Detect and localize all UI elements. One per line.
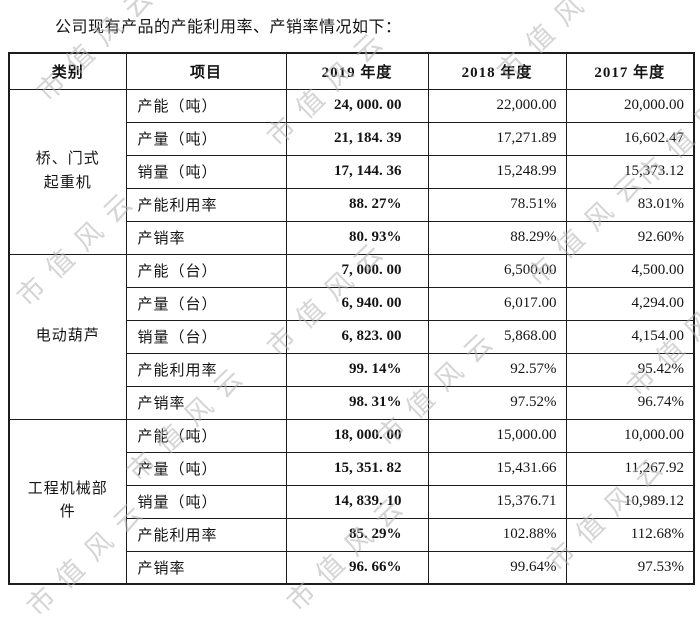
value-2018: 5,868.00 <box>427 319 567 354</box>
value-2018: 15,431.66 <box>427 451 567 486</box>
value-2018: 15,000.00 <box>427 418 567 453</box>
value-2017: 112.68% <box>565 517 695 552</box>
item-cell: 产能（台） <box>125 253 287 288</box>
value-2019: 98. 31% <box>285 385 429 420</box>
item-cell: 销量（台） <box>125 319 287 354</box>
value-2019: 85. 29% <box>285 517 429 552</box>
category-cell-machinery-parts: 工程机械部 件 <box>8 418 127 585</box>
col-header-2019: 2019 年度 <box>285 52 429 90</box>
value-2017: 10,989.12 <box>565 484 695 519</box>
value-2017: 83.01% <box>565 187 695 222</box>
value-2017: 4,294.00 <box>565 286 695 321</box>
value-2018: 15,248.99 <box>427 154 567 189</box>
table-row: 产能利用率 99. 14% 92.57% 95.42% <box>9 352 695 387</box>
value-2017: 96.74% <box>565 385 695 420</box>
value-2018: 17,271.89 <box>427 121 567 156</box>
value-2019: 7, 000. 00 <box>285 253 429 288</box>
value-2019: 24, 000. 00 <box>285 88 429 123</box>
value-2017: 97.53% <box>565 550 695 585</box>
item-cell: 产能利用率 <box>125 517 287 552</box>
item-cell: 产销率 <box>125 220 287 255</box>
value-2017: 20,000.00 <box>565 88 695 123</box>
item-cell: 销量（吨） <box>125 484 287 519</box>
value-2017: 4,500.00 <box>565 253 695 288</box>
item-cell: 产量（吨） <box>125 121 287 156</box>
value-2018: 88.29% <box>427 220 567 255</box>
doc-title: 公司现有产品的产能利用率、产销率情况如下： <box>55 19 402 36</box>
table-row: 产量（台） 6, 940. 00 6,017.00 4,294.00 <box>9 286 695 321</box>
item-cell: 销量（吨） <box>125 154 287 189</box>
value-2018: 15,376.71 <box>427 484 567 519</box>
value-2019: 6, 940. 00 <box>285 286 429 321</box>
item-cell: 产能（吨） <box>125 418 287 453</box>
item-cell: 产量（台） <box>125 286 287 321</box>
value-2019: 99. 14% <box>285 352 429 387</box>
table-row: 产销率 98. 31% 97.52% 96.74% <box>9 385 695 420</box>
value-2017: 16,602.47 <box>565 121 695 156</box>
table-row: 产销率 96. 66% 99.64% 97.53% <box>9 550 695 585</box>
item-cell: 产能利用率 <box>125 352 287 387</box>
table-row: 工程机械部 件 产能（吨） 18, 000. 00 15,000.00 10,0… <box>8 418 695 585</box>
value-2019: 14, 839. 10 <box>285 484 429 519</box>
value-2017: 4,154.00 <box>565 319 695 354</box>
category-cell-cranes: 桥、门式 起重机 <box>8 88 127 255</box>
value-2017: 15,373.12 <box>565 154 695 189</box>
table-row: 产销率 80. 93% 88.29% 92.60% <box>9 220 695 255</box>
value-2019: 15, 351. 82 <box>285 451 429 486</box>
item-cell: 产量（吨） <box>125 451 287 486</box>
table-row: 产能利用率 85. 29% 102.88% 112.68% <box>9 517 695 552</box>
value-2019: 18, 000. 00 <box>285 418 429 453</box>
item-cell: 产销率 <box>125 385 287 420</box>
value-2019: 80. 93% <box>285 220 429 255</box>
col-header-category: 类别 <box>8 52 127 90</box>
value-2018: 22,000.00 <box>427 88 567 123</box>
col-header-2018: 2018 年度 <box>427 52 567 90</box>
table-row: 桥、门式 起重机 产能（吨） 24, 000. 00 22,000.00 20,… <box>8 88 695 255</box>
col-header-2017: 2017 年度 <box>565 52 695 90</box>
value-2018: 97.52% <box>427 385 567 420</box>
document-page: 公司现有产品的产能利用率、产销率情况如下： 类别 项目 2019 年度 2018… <box>8 0 700 622</box>
value-2019: 96. 66% <box>285 550 429 585</box>
value-2019: 17, 144. 36 <box>285 154 429 189</box>
value-2019: 6, 823. 00 <box>285 319 429 354</box>
value-2019: 21, 184. 39 <box>285 121 429 156</box>
category-cell-hoists: 电动葫芦 <box>8 253 127 420</box>
value-2017: 92.60% <box>565 220 695 255</box>
item-cell: 产能（吨） <box>125 88 287 123</box>
col-header-item: 项目 <box>125 52 287 90</box>
value-2018: 78.51% <box>427 187 567 222</box>
table-row: 销量（台） 6, 823. 00 5,868.00 4,154.00 <box>9 319 695 354</box>
value-2018: 99.64% <box>427 550 567 585</box>
value-2018: 6,500.00 <box>427 253 567 288</box>
table-row: 产能利用率 88. 27% 78.51% 83.01% <box>9 187 695 222</box>
item-cell: 产销率 <box>125 550 287 585</box>
capacity-utilization-table: 类别 项目 2019 年度 2018 年度 2017 年度 桥、门式 起重机 产… <box>8 52 695 585</box>
value-2017: 11,267.92 <box>565 451 695 486</box>
table-row: 销量（吨） 17, 144. 36 15,248.99 15,373.12 <box>9 154 695 189</box>
value-2018: 102.88% <box>427 517 567 552</box>
header-row: 类别 项目 2019 年度 2018 年度 2017 年度 <box>8 52 695 90</box>
value-2019: 88. 27% <box>285 187 429 222</box>
value-2018: 92.57% <box>427 352 567 387</box>
value-2018: 6,017.00 <box>427 286 567 321</box>
value-2017: 10,000.00 <box>565 418 695 453</box>
item-cell: 产能利用率 <box>125 187 287 222</box>
table-row: 产量（吨） 21, 184. 39 17,271.89 16,602.47 <box>9 121 695 156</box>
value-2017: 95.42% <box>565 352 695 387</box>
table-row: 电动葫芦 产能（台） 7, 000. 00 6,500.00 4,500.00 <box>8 253 695 420</box>
